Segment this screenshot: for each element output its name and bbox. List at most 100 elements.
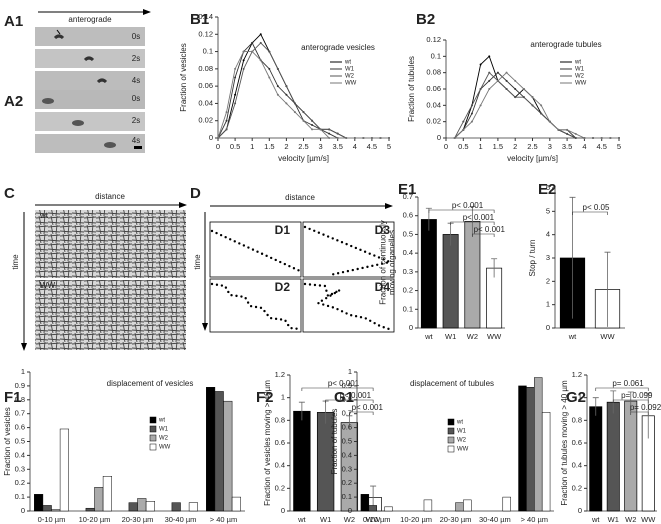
panel-label: G2 [566, 389, 586, 406]
bar [464, 220, 481, 329]
x-tick-label: 0.5 [230, 142, 240, 151]
bar [94, 487, 104, 512]
box-label: D3 [375, 223, 391, 237]
time-label: 0s [132, 94, 140, 103]
point [514, 79, 517, 82]
y-tick-label: 0.8 [572, 415, 582, 424]
point [370, 137, 373, 139]
x-tick-label: W1 [445, 332, 456, 341]
y-tick-label: 0 [409, 323, 413, 332]
y-tick-label: 0 [546, 323, 550, 332]
legend-swatch [149, 425, 157, 433]
bar [85, 507, 95, 512]
y-tick-label: 0.6 [403, 211, 413, 220]
y-tick-label: 0.5 [403, 229, 413, 238]
point [388, 137, 390, 139]
legend-label: W2 [159, 436, 169, 442]
panel-label: B2 [416, 11, 435, 28]
point [234, 93, 237, 96]
point [574, 132, 577, 135]
point [445, 137, 447, 139]
bar [145, 501, 155, 512]
point [462, 120, 465, 123]
point [505, 88, 508, 90]
x-tick-label: > 40 µm [210, 515, 237, 524]
x-tick-label: WW [600, 332, 615, 341]
bar [606, 401, 620, 512]
error-bar [469, 205, 476, 237]
point [522, 88, 525, 90]
y-tick-label: 0.4 [275, 461, 285, 470]
y-axis-label: Fraction of vesicles [179, 43, 188, 111]
y-tick-label: 1.2 [572, 370, 582, 379]
bar [51, 509, 61, 512]
point [285, 102, 288, 105]
x-tick-label: wt [297, 515, 306, 524]
significance-label: p< 0.05 [583, 203, 610, 212]
significance-bracket [472, 233, 495, 237]
y-axis-label: Fraction of vesicles moving > 40µm [263, 380, 272, 506]
x-tick-label: 0-10 µm [38, 515, 66, 524]
bar [541, 412, 551, 512]
box-label: D4 [375, 280, 391, 294]
point [328, 128, 331, 131]
point [548, 120, 551, 123]
y-tick-label: 4 [546, 230, 550, 239]
y-tick-label: 0.6 [275, 438, 285, 447]
d-boxes [209, 221, 395, 333]
bar [526, 387, 535, 512]
a2-images [35, 90, 145, 153]
y-tick-label: 0.7 [342, 409, 352, 418]
y-tick-label: 0 [209, 133, 213, 142]
bar [102, 476, 112, 512]
point [540, 112, 543, 115]
point [496, 71, 499, 74]
significance-label: p< 0.001 [340, 391, 372, 400]
significance-label: p< 0.001 [463, 213, 495, 222]
point [268, 67, 271, 70]
point [225, 119, 228, 122]
panel-label: C [4, 185, 15, 202]
legend-label: W1 [159, 427, 169, 433]
y-tick-label: 0 [348, 506, 352, 515]
bar [455, 502, 464, 512]
significance-bracket [325, 399, 374, 403]
y-tick-label: 0.12 [198, 29, 213, 38]
box-label: D1 [275, 223, 291, 237]
y-tick-label: 0.1 [403, 304, 413, 313]
point [268, 50, 271, 53]
x-tick-label: 2 [513, 142, 517, 151]
point [496, 79, 499, 82]
significance-bracket [301, 387, 374, 391]
x-tick-label: W2 [344, 515, 355, 524]
legend-label: wt [456, 420, 463, 426]
y-tick-label: 0.08 [198, 64, 213, 73]
x-tick-label: 3.5 [332, 142, 342, 151]
x-tick-label: 2.5 [527, 142, 537, 151]
x-tick-label: 2 [284, 142, 288, 151]
x-tick-label: 1 [479, 142, 483, 151]
x-tick-label: 3 [548, 142, 552, 151]
bar [293, 410, 311, 512]
panel-label: E2 [538, 181, 556, 198]
point [618, 137, 620, 139]
point [259, 33, 262, 36]
point [488, 79, 491, 82]
y-tick-label: 0.2 [342, 478, 352, 487]
point [345, 137, 348, 139]
point [514, 96, 517, 99]
significance-bracket [595, 387, 649, 391]
significance-label: p< 0.001 [452, 201, 484, 210]
point [470, 104, 473, 107]
y-tick-label: 0.2 [275, 483, 285, 492]
point [479, 63, 482, 66]
y-tick-label: 0.7 [403, 192, 413, 201]
significance-label: p< 0.001 [328, 379, 360, 388]
panel-label: A1 [4, 13, 23, 30]
chart-title: displacement of vesicles [107, 379, 194, 388]
y-tick-label: 0.02 [198, 116, 213, 125]
bar [624, 400, 638, 512]
panel-label: A2 [4, 93, 23, 110]
x-tick-label: 20-30 µm [440, 515, 472, 524]
axis [445, 40, 619, 139]
